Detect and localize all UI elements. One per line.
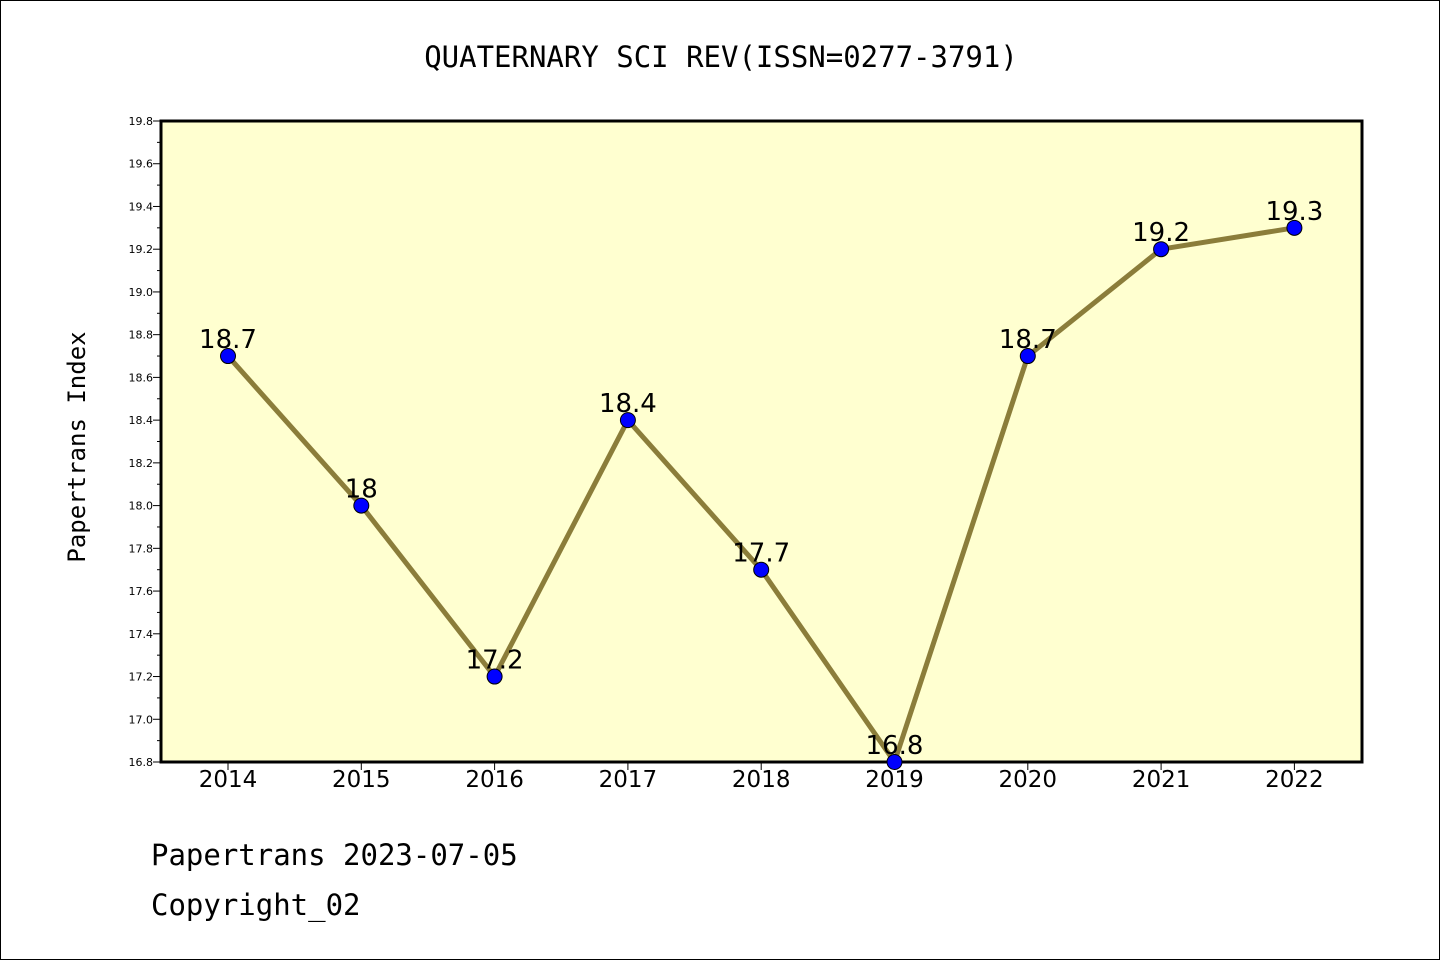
y-tick-label: 19.6 — [129, 158, 154, 171]
y-tick-label: 18.0 — [129, 500, 154, 513]
y-tick-label: 19.8 — [129, 115, 154, 128]
data-label: 16.8 — [866, 731, 924, 761]
x-tick-label: 2016 — [465, 767, 524, 793]
data-point — [1153, 241, 1170, 258]
y-tick-label: 19.4 — [129, 200, 154, 213]
data-label: 19.2 — [1132, 218, 1190, 248]
y-tick-label: 16.8 — [129, 756, 154, 769]
y-tick-label: 17.6 — [129, 585, 154, 598]
plot-area — [159, 119, 1364, 764]
data-point — [353, 497, 370, 514]
y-tick-label: 18.8 — [129, 329, 154, 342]
data-label: 19.3 — [1265, 197, 1323, 227]
y-tick-label: 18.6 — [129, 371, 154, 384]
y-tick-label: 17.8 — [129, 542, 154, 555]
x-tick-label: 2019 — [865, 767, 924, 793]
data-point — [220, 348, 236, 365]
x-tick-label: 2018 — [732, 767, 791, 793]
chart-title: QUATERNARY SCI REV(ISSN=0277-3791) — [424, 40, 1018, 74]
x-tick-label: 2015 — [332, 767, 391, 793]
y-tick-label: 18.4 — [129, 414, 154, 427]
footer-copyright: Copyright_02 — [151, 888, 361, 923]
x-tick-label: 2021 — [1132, 767, 1191, 793]
data-point — [1286, 219, 1303, 236]
data-label: 18.4 — [599, 389, 657, 419]
data-point — [619, 412, 636, 429]
footer-date: Papertrans 2023-07-05 — [151, 838, 518, 872]
x-tick-label: 2014 — [199, 767, 258, 793]
y-tick-label: 18.2 — [129, 457, 154, 470]
data-label: 17.7 — [732, 539, 790, 569]
data-label: 17.2 — [466, 646, 524, 676]
data-label: 18 — [345, 475, 378, 505]
y-tick-label: 17.2 — [129, 671, 154, 684]
x-tick-label: 2022 — [1265, 767, 1324, 793]
data-point — [886, 754, 903, 770]
y-tick-label: 19.0 — [129, 286, 154, 299]
data-label: 18.7 — [999, 325, 1057, 355]
y-axis-label: Papertrans Index — [63, 331, 91, 562]
x-tick-label: 2017 — [599, 767, 658, 793]
x-tick-label: 2020 — [999, 767, 1058, 793]
data-point — [753, 561, 770, 578]
y-tick-label: 19.2 — [129, 243, 154, 256]
y-tick-label: 17.4 — [129, 628, 154, 641]
data-point — [486, 668, 503, 685]
data-label: 18.7 — [199, 325, 257, 355]
data-point — [1019, 348, 1036, 365]
y-tick-label: 17.0 — [129, 713, 154, 726]
